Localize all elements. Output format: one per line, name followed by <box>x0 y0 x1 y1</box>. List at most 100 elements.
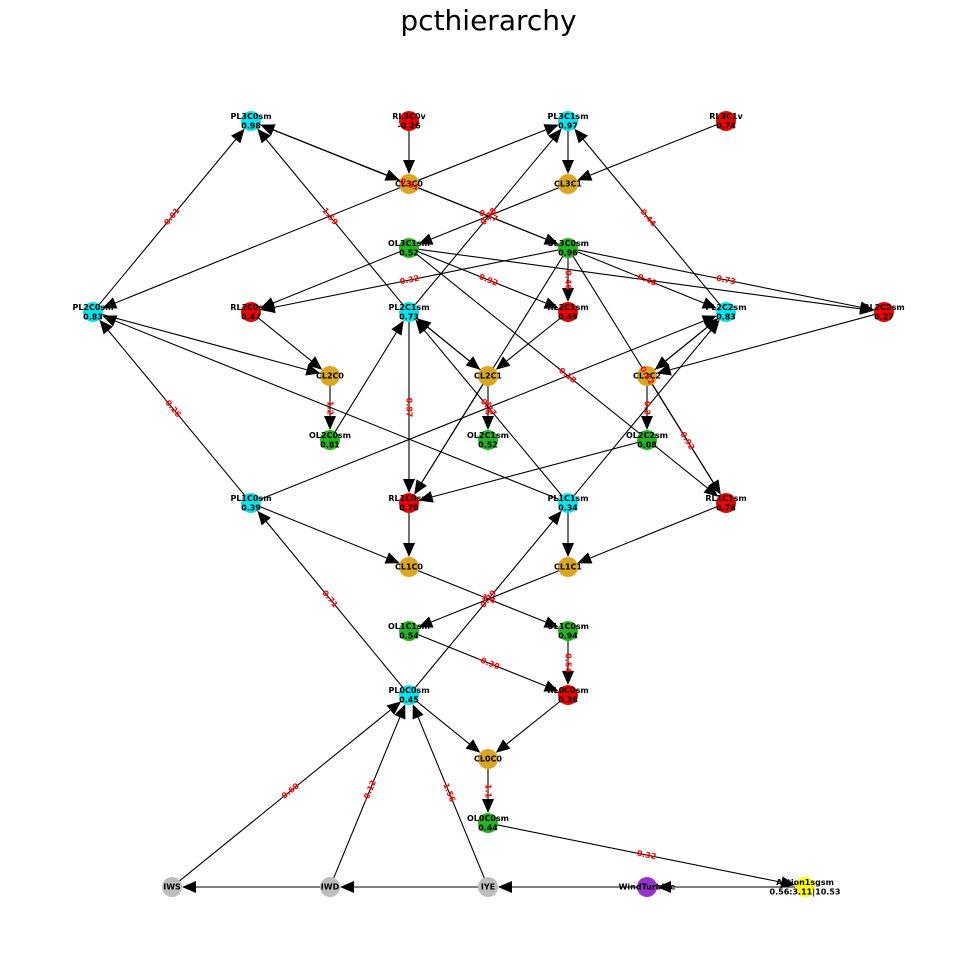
edge-PL1C0sm-to-PL2C0sm <box>99 319 247 498</box>
node-value: -0.26 <box>397 121 420 130</box>
edge-PL1C0sm-to-PL2C2sm <box>258 315 717 501</box>
node-circle <box>241 111 261 131</box>
node-value: 0.34 <box>558 503 578 512</box>
arrowhead-icon <box>482 799 494 813</box>
edge-line <box>582 139 722 307</box>
node-name: RL3C1v <box>709 112 743 121</box>
arrowhead-icon <box>384 552 400 564</box>
node-name: PL1C1sm <box>547 494 588 503</box>
node-name: OL2C1sm <box>467 431 509 440</box>
edge-label: -0.92 <box>677 427 697 451</box>
node-value: 0.56:3.11|10.53 <box>770 887 841 896</box>
edge-line <box>107 330 247 498</box>
edge-label: 0.54 <box>564 653 573 673</box>
arrowhead-icon <box>562 160 574 174</box>
node-circle <box>399 557 419 577</box>
node-value: 0.73 <box>399 312 419 321</box>
edge-line <box>431 569 561 623</box>
arrowhead-icon <box>543 297 559 309</box>
edge-CL3C0-to-PL2C0sm <box>102 186 402 309</box>
node-circle <box>716 111 736 131</box>
edge-line <box>97 139 237 307</box>
node-value: 0.74 <box>716 121 736 130</box>
edge-line <box>432 441 640 498</box>
node-name: OL3C1sm <box>388 239 430 248</box>
arrowhead-icon <box>701 315 717 327</box>
edge-line <box>431 186 561 240</box>
node-IWS: IWS <box>162 877 182 897</box>
edge-line <box>670 313 877 371</box>
edge-line <box>332 716 401 880</box>
node-circle <box>478 749 498 769</box>
edge-line <box>115 186 402 304</box>
arrowhead-icon <box>495 356 511 370</box>
arrowhead-icon <box>257 510 271 526</box>
edge-line <box>495 824 782 883</box>
edge-OL2C2sm-to-RL1C0sm <box>418 441 640 503</box>
edge-line <box>265 139 405 307</box>
edge-RL2C1sm-to-CL2C1 <box>495 316 563 370</box>
edge-OL3C1sm-to-RL2C0sm <box>260 250 402 309</box>
node-name: PL2C1sm <box>388 303 429 312</box>
node-name: CL1C1 <box>554 563 582 572</box>
edge-OL3C1sm-to-RL2C1sm <box>416 250 559 309</box>
edge-line <box>416 129 546 182</box>
edge-PL1C1sm-to-CL1C1 <box>562 511 574 557</box>
node-name: PL2C0sm <box>72 303 113 312</box>
node-name: PL3C1sm <box>547 112 588 121</box>
edge-line <box>333 332 397 434</box>
edge-label: 1.59 <box>320 206 340 227</box>
edge-PL1C0sm-to-CL1C0 <box>258 505 400 564</box>
edge-line <box>652 326 708 372</box>
node-circle <box>399 621 419 641</box>
node-name: WindTurbine <box>619 883 676 892</box>
node-value: 0.39 <box>241 503 261 512</box>
edge-PL2C2sm-to-PL3C1sm <box>574 128 722 307</box>
edge-label: 0.32 <box>399 274 420 287</box>
arrowhead-icon <box>415 319 429 335</box>
edge-line <box>650 382 714 483</box>
arrowhead-icon <box>543 233 559 245</box>
edge-PL0C0sm-to-CL0C0 <box>414 699 481 753</box>
edge-label: -1.56 <box>440 779 457 804</box>
edge-label: 0.46 <box>636 272 658 288</box>
node-circle <box>399 238 419 258</box>
edge-CL1C1-to-OL1C1sm <box>418 569 561 628</box>
edge-line <box>590 123 719 176</box>
edge-line <box>590 505 719 559</box>
edge-CL2C1-to-OL2C1sm <box>482 384 494 430</box>
edge-line <box>421 382 485 483</box>
arrowhead-icon <box>703 483 719 497</box>
edge-line <box>273 250 402 304</box>
arrowhead-icon <box>780 876 796 889</box>
node-circle <box>241 493 261 513</box>
node-CL2C0: CL2C0 <box>316 366 344 386</box>
node-value: 0.44 <box>478 823 498 832</box>
page-title: pcthierarchy <box>400 4 577 37</box>
arrowhead-icon <box>577 552 593 564</box>
arrowhead-icon <box>548 510 562 526</box>
edge-label: 1.1 <box>484 784 493 799</box>
arrowhead-icon <box>99 319 113 335</box>
node-circle <box>874 302 894 322</box>
node-name: Action1sgsm <box>776 878 834 887</box>
edge-PL2C1sm-to-RL1C0sm <box>403 320 415 493</box>
node-name: IYE <box>481 883 495 892</box>
edge-line <box>575 249 861 308</box>
node-CL2C1: CL2C1 <box>474 366 502 386</box>
node-circle <box>241 302 261 322</box>
node-value: 0.49 <box>558 312 578 321</box>
arrowhead-icon <box>495 739 511 753</box>
arrowhead-icon <box>562 288 574 302</box>
arrowhead-icon <box>418 491 434 503</box>
arrowhead-icon <box>701 297 717 309</box>
edges-layer <box>97 123 877 893</box>
arrowhead-icon <box>498 881 512 893</box>
node-circle <box>320 366 340 386</box>
